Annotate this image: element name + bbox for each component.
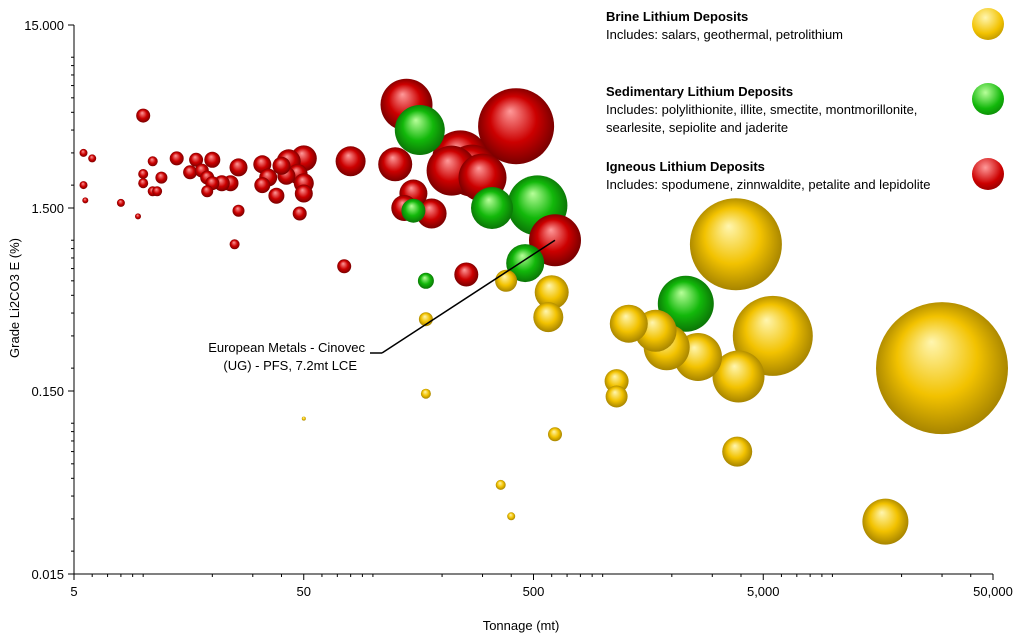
igneous-deposit-bubble-27 xyxy=(204,151,221,168)
sedimentary-deposit-bubble-2 xyxy=(394,105,445,155)
brine-deposit-bubble-1 xyxy=(876,302,1008,435)
brine-deposit-bubble-17 xyxy=(507,512,516,521)
igneous-deposit-bubble-17 xyxy=(294,184,313,203)
igneous-deposit-bubble-39 xyxy=(138,178,149,189)
brine-deposit-bubble-11 xyxy=(605,385,628,408)
igneous-deposit-bubble-28 xyxy=(189,152,204,167)
igneous-deposit-bubble-34 xyxy=(169,151,184,166)
legend-item-sedimentary: Sedimentary Lithium Deposits Includes: p… xyxy=(606,83,1016,148)
annotation-text-line2: (UG) - PFS, 7.2mt LCE xyxy=(223,358,357,373)
igneous-deposit-bubble-43 xyxy=(88,154,97,163)
y-axis-title: Grade Li2CO3 E (%) xyxy=(7,238,22,358)
brine-deposit-bubble-15 xyxy=(548,427,562,442)
igneous-deposit-bubble-7 xyxy=(378,147,413,182)
x-tick-label: 5 xyxy=(70,584,77,599)
brine-deposit-bubble-12 xyxy=(495,269,518,292)
legend-desc-sedimentary: Includes: polylithionite, illite, smecti… xyxy=(606,102,918,135)
x-tick-label: 50 xyxy=(297,584,311,599)
igneous-deposit-bubble-22 xyxy=(268,187,285,204)
legend-desc-igneous: Includes: spodumene, zinnwaldite, petali… xyxy=(606,177,931,192)
annotation-text-line1: European Metals - Cinovec xyxy=(208,340,365,355)
igneous-deposit-bubble-47 xyxy=(135,213,141,220)
igneous-deposit-bubble-44 xyxy=(79,181,88,190)
brine-deposit-bubble-9 xyxy=(533,302,564,333)
x-ticks: 5 50 500 5,000 50,000 xyxy=(70,574,1013,599)
brine-deposit-bubble-0 xyxy=(689,198,782,291)
legend-title-brine: Brine Lithium Deposits xyxy=(606,9,749,24)
legend-title-igneous: Igneous Lithium Deposits xyxy=(606,159,765,174)
igneous-deposit-bubble-46 xyxy=(116,198,125,207)
legend-marker-brine xyxy=(972,8,1004,40)
brine-deposit-bubble-16 xyxy=(495,479,506,490)
igneous-deposit-bubble-36 xyxy=(136,108,151,123)
igneous-deposit-bubble-50 xyxy=(292,206,307,221)
igneous-deposit-bubble-0 xyxy=(478,88,555,165)
brine-deposit-bubble-10 xyxy=(604,369,629,394)
igneous-deposit-bubble-24 xyxy=(229,158,248,177)
igneous-deposit-bubble-33 xyxy=(201,185,214,198)
igneous-deposit-bubble-49 xyxy=(229,239,240,250)
igneous-deposit-bubble-38 xyxy=(147,156,158,167)
brine-deposit-bubble-13 xyxy=(722,436,753,467)
igneous-deposit-bubble-41 xyxy=(152,186,163,197)
igneous-deposit-bubble-42 xyxy=(79,148,88,157)
sedimentary-deposit-bubble-6 xyxy=(417,272,434,289)
x-tick-label: 50,000 xyxy=(973,584,1013,599)
igneous-deposit-bubble-19 xyxy=(272,156,291,175)
y-ticks: 15.000 1.500 0.150 0.015 xyxy=(24,18,74,582)
igneous-deposit-bubble-8 xyxy=(335,146,366,177)
brine-deposit-bubble-7 xyxy=(609,304,648,343)
brine-deposit-bubble-19 xyxy=(420,388,431,399)
legend-item-brine: Brine Lithium Deposits Includes: salars,… xyxy=(606,8,1016,73)
y-tick-label: 0.150 xyxy=(31,384,64,399)
x-tick-label: 500 xyxy=(523,584,545,599)
y-tick-label: 15.000 xyxy=(24,18,64,33)
sedimentary-deposit-bubble-3 xyxy=(471,187,513,229)
igneous-deposit-bubble-23 xyxy=(254,177,271,194)
brine-deposit-bubble-3 xyxy=(712,350,765,403)
y-tick-label: 1.500 xyxy=(31,201,64,216)
y-tick-label: 0.015 xyxy=(31,567,64,582)
igneous-deposit-bubble-51 xyxy=(337,259,352,274)
brine-deposit-bubble-8 xyxy=(534,275,569,310)
annotation-cinovec: European Metals - Cinovec (UG) - PFS, 7.… xyxy=(208,239,556,373)
legend: Brine Lithium Deposits Includes: salars,… xyxy=(606,8,1016,233)
annotation-leader-line xyxy=(381,239,556,354)
brine-deposit-bubble-20 xyxy=(301,416,306,421)
legend-marker-sedimentary xyxy=(972,83,1004,115)
x-axis-title: Tonnage (mt) xyxy=(483,618,560,633)
sedimentary-deposit-bubble-5 xyxy=(401,198,426,223)
x-tick-label: 5,000 xyxy=(747,584,780,599)
axes: 5 50 500 5,000 50,000 15.000 1.500 0.150 0.015 xyxy=(24,18,1013,599)
igneous-deposit-bubble-12 xyxy=(454,262,479,287)
brine-deposit-bubble-14 xyxy=(862,498,909,545)
igneous-deposit-bubble-6 xyxy=(529,214,581,267)
legend-desc-brine: Includes: salars, geothermal, petrolithi… xyxy=(606,27,844,42)
legend-marker-igneous xyxy=(972,158,1004,190)
bubble-layer xyxy=(79,78,1008,545)
legend-title-sedimentary: Sedimentary Lithium Deposits xyxy=(606,84,794,99)
legend-item-igneous: Igneous Lithium Deposits Includes: spodu… xyxy=(606,158,1016,223)
igneous-deposit-bubble-48 xyxy=(232,204,245,217)
igneous-deposit-bubble-29 xyxy=(183,165,198,180)
igneous-deposit-bubble-35 xyxy=(155,171,168,184)
igneous-deposit-bubble-45 xyxy=(82,197,89,204)
igneous-deposit-bubble-37 xyxy=(138,169,149,179)
